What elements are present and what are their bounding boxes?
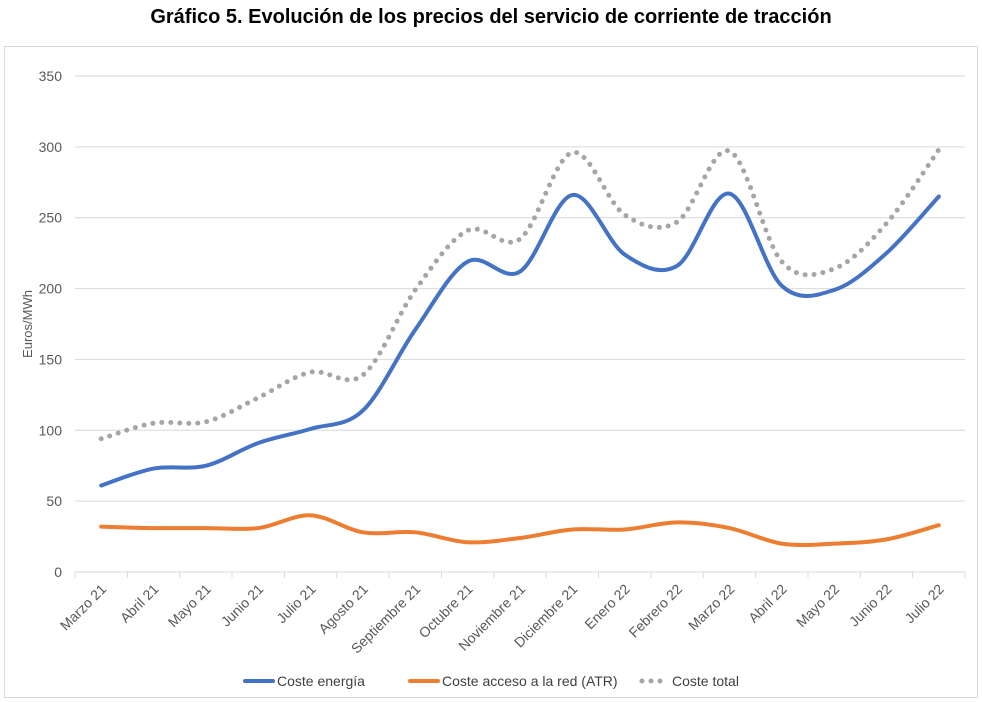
y-tick-label: 200: [39, 281, 63, 297]
legend-label: Coste energía: [277, 673, 365, 689]
legend-label: Coste acceso a la red (ATR): [442, 673, 618, 689]
chart-title: Gráfico 5. Evolución de los precios del …: [150, 6, 832, 28]
x-tick-label: Febrero 22: [625, 581, 685, 641]
legend-label: Coste total: [672, 673, 739, 689]
x-tick-label: Mayo 21: [165, 581, 214, 630]
x-tick-label: Marzo 22: [685, 581, 738, 634]
y-tick-label: 250: [39, 210, 63, 226]
x-tick-label: Enero 22: [581, 581, 633, 633]
y-tick-label: 50: [46, 493, 62, 509]
x-tick-label: Mayo 22: [793, 581, 842, 630]
y-tick-label: 300: [39, 139, 63, 155]
series-line-2: [98, 147, 942, 442]
x-tick-label: Abril 21: [117, 581, 162, 626]
y-tick-label: 150: [39, 351, 63, 367]
y-axis-label: Euros/MWh: [20, 290, 35, 358]
series-line-1: [99, 513, 941, 547]
x-tick-label: Junio 22: [846, 581, 895, 630]
x-tick-label: Julio 21: [273, 581, 319, 627]
chart-frame: [4, 46, 978, 698]
series-line-0: [99, 191, 941, 488]
y-tick-label: 100: [39, 422, 63, 438]
x-tick-label: Julio 22: [902, 581, 948, 627]
y-tick-label: 350: [39, 68, 63, 84]
x-tick-label: Abril 22: [745, 581, 790, 626]
x-tick-label: Junio 21: [218, 581, 267, 630]
x-tick-label: Marzo 21: [57, 581, 110, 634]
y-tick-label: 0: [54, 564, 62, 580]
x-tick-label: Agosto 21: [315, 581, 371, 637]
